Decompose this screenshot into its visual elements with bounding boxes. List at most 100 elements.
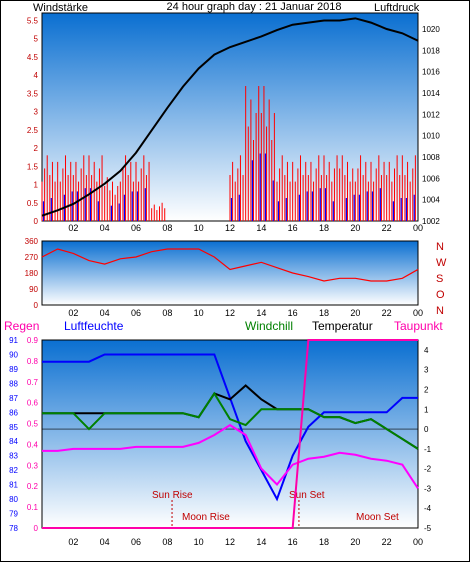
humidity-axis-tick-87: 87 (9, 394, 18, 403)
x-tick-label-2-20: 20 (350, 537, 360, 547)
humidity-axis-tick-78: 78 (9, 524, 18, 533)
direction-axis-tick-0: 0 (34, 301, 39, 310)
x-tick-label-0-16: 16 (288, 223, 298, 233)
series-line-luftfeuchte (42, 353, 418, 502)
x-tick-label-0-08: 08 (162, 223, 172, 233)
wind-axis-tick-0: 0 (34, 217, 39, 226)
rain-axis-tick-0.7: 0.7 (27, 378, 39, 387)
series-line-regen (42, 339, 418, 529)
humidity-axis-tick-80: 80 (9, 495, 18, 504)
x-tick-label-0-12: 12 (225, 223, 235, 233)
x-tick-label-2-10: 10 (194, 537, 204, 547)
x-tick-label-0-22: 22 (382, 223, 392, 233)
direction-letter-0: N (436, 241, 444, 253)
rain-axis-tick-0.9: 0.9 (27, 336, 39, 345)
header-title: 24 hour graph day : 21 Januar 2018 (167, 1, 342, 13)
x-tick-label-0-14: 14 (256, 223, 266, 233)
pressure-axis-tick-1006: 1006 (422, 174, 440, 183)
x-tick-label-0-00: 00 (413, 223, 423, 233)
annotation-moon-set: Moon Set (356, 512, 399, 523)
rain-axis-tick-0: 0 (34, 524, 39, 533)
temperature-axis-tick-2: 2 (424, 385, 429, 394)
temperature-axis-tick-3: 3 (424, 366, 429, 375)
x-tick-label-2-12: 12 (225, 537, 235, 547)
temperature-axis-tick-4: 4 (424, 346, 429, 355)
rain-axis-tick-0.2: 0.2 (27, 482, 39, 491)
x-tick-label-0-10: 10 (194, 223, 204, 233)
x-tick-label-1-22: 22 (382, 308, 392, 318)
header-right-label: Luftdruck (374, 2, 420, 14)
wind-axis-tick-4: 4 (34, 71, 39, 80)
pressure-axis-tick-1014: 1014 (422, 89, 440, 98)
pressure-axis-tick-1002: 1002 (422, 217, 440, 226)
humidity-axis-tick-91: 91 (9, 336, 18, 345)
pressure-axis-tick-1012: 1012 (422, 110, 440, 119)
x-tick-label-1-08: 08 (162, 308, 172, 318)
rain-axis-tick-0.3: 0.3 (27, 461, 39, 470)
plot-area-humidity-temp (41, 339, 419, 529)
x-tick-label-1-18: 18 (319, 308, 329, 318)
series-line-windchill (42, 391, 419, 450)
annotation-moon-rise: Moon Rise (182, 512, 230, 523)
humidity-axis-tick-88: 88 (9, 379, 18, 388)
wind-direction-line (41, 248, 419, 282)
pressure-axis-tick-1010: 1010 (422, 132, 440, 141)
temperature-axis-tick--5: -5 (424, 524, 432, 533)
pressure-axis-tick-1020: 1020 (422, 25, 440, 34)
x-tick-label-1-06: 06 (131, 308, 141, 318)
temperature-axis-tick-1: 1 (424, 405, 429, 414)
x-tick-label-1-16: 16 (288, 308, 298, 318)
x-tick-label-2-08: 08 (162, 537, 172, 547)
legend-regen: Regen (4, 319, 39, 333)
legend-temperatur: Temperatur (312, 319, 373, 333)
x-tick-label-2-06: 06 (131, 537, 141, 547)
wind-axis-tick-3.5: 3.5 (27, 89, 39, 98)
legend-luftfeuchte: Luftfeuchte (64, 319, 124, 333)
x-tick-label-2-16: 16 (288, 537, 298, 547)
x-tick-label-0-20: 20 (350, 223, 360, 233)
x-tick-label-1-02: 02 (68, 308, 78, 318)
wind-axis-tick-5: 5 (34, 35, 39, 44)
pressure-axis-tick-1016: 1016 (422, 68, 440, 77)
direction-axis-tick-90: 90 (29, 285, 38, 294)
plot-area-wind-direction (41, 240, 419, 306)
humidity-axis-tick-79: 79 (9, 510, 18, 519)
series-line-taupunkt (42, 423, 419, 489)
direction-letter-4: N (436, 305, 444, 317)
humidity-axis-tick-84: 84 (9, 437, 18, 446)
wind-axis-tick-0.5: 0.5 (27, 199, 39, 208)
rain-axis-tick-0.6: 0.6 (27, 399, 39, 408)
direction-axis-tick-270: 270 (25, 253, 39, 262)
temperature-axis-tick--4: -4 (424, 504, 432, 513)
x-tick-label-2-04: 04 (100, 537, 110, 547)
pressure-line (41, 17, 419, 217)
direction-axis-tick-180: 180 (25, 269, 39, 278)
wind-axis-tick-1: 1 (34, 181, 39, 190)
humidity-axis-tick-86: 86 (9, 408, 18, 417)
wind-axis-tick-2.5: 2.5 (27, 126, 39, 135)
x-tick-label-1-04: 04 (100, 308, 110, 318)
direction-letter-3: O (436, 289, 445, 301)
humidity-axis-tick-90: 90 (9, 350, 18, 359)
x-tick-label-0-18: 18 (319, 223, 329, 233)
direction-axis-tick-360: 360 (25, 237, 39, 246)
wind-axis-tick-5.5: 5.5 (27, 16, 39, 25)
wind-axis-tick-1.5: 1.5 (27, 162, 39, 171)
rain-axis-tick-0.5: 0.5 (27, 420, 39, 429)
wind-axis-tick-4.5: 4.5 (27, 53, 39, 62)
humidity-axis-tick-89: 89 (9, 365, 18, 374)
temperature-axis-tick--3: -3 (424, 484, 432, 493)
x-tick-label-2-22: 22 (382, 537, 392, 547)
pressure-axis-tick-1018: 1018 (422, 46, 440, 55)
direction-letter-2: S (436, 273, 443, 285)
rain-axis-tick-0.4: 0.4 (27, 440, 39, 449)
x-tick-label-0-02: 02 (68, 223, 78, 233)
humidity-axis-tick-85: 85 (9, 423, 18, 432)
wind-axis-tick-3: 3 (34, 108, 39, 117)
x-tick-label-2-18: 18 (319, 537, 329, 547)
x-tick-label-2-14: 14 (256, 537, 266, 547)
temperature-axis-tick--2: -2 (424, 465, 432, 474)
header-left-label: Windstärke (33, 2, 88, 14)
